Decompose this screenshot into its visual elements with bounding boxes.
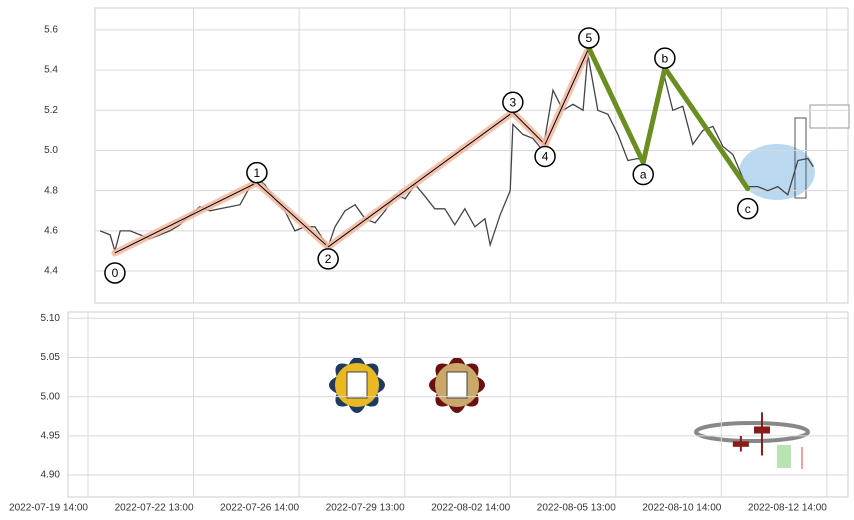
y-tick-label: 4.4 <box>44 266 58 277</box>
flower-icon <box>429 357 485 413</box>
wave-line <box>640 65 668 166</box>
x-tick-label: 2022-07-19 14:00 <box>9 503 88 514</box>
candle-body <box>753 426 770 434</box>
wave-line <box>512 111 546 145</box>
y-tick-label: 5.4 <box>44 65 58 76</box>
wave-line <box>114 182 258 254</box>
indicator-box <box>794 117 807 199</box>
y-tick-label: 5.6 <box>44 25 58 36</box>
top-panel <box>94 7 849 304</box>
decor-bar <box>777 445 791 468</box>
zone-ring <box>694 421 810 443</box>
wave-label: 0 <box>112 266 119 280</box>
wave-label: b <box>662 51 669 65</box>
wave-marker <box>104 262 126 284</box>
y-tick-label: 5.10 <box>41 313 61 324</box>
wave-line <box>327 111 514 248</box>
wave-label: 2 <box>325 252 332 266</box>
x-tick-label: 2022-08-05 13:00 <box>537 503 616 514</box>
y-tick-label: 4.8 <box>44 185 58 196</box>
wave-marker <box>246 161 268 184</box>
wave-label: 1 <box>254 166 261 180</box>
wave-label: 3 <box>510 95 517 109</box>
bottom-panel <box>67 311 849 498</box>
x-tick-label: 2022-08-10 14:00 <box>642 503 721 514</box>
wave-marker <box>317 248 339 270</box>
wave-marker <box>578 27 600 49</box>
wave-line <box>662 65 751 192</box>
y-tick-label: 5.2 <box>44 105 58 116</box>
wave-marker <box>654 47 676 69</box>
wave-marker <box>534 145 556 168</box>
icon-box <box>809 104 850 129</box>
candle-body <box>732 441 749 447</box>
wave-line <box>256 182 329 248</box>
wave-line <box>586 45 646 166</box>
y-tick-label: 5.00 <box>41 391 61 402</box>
wave-marker <box>502 91 524 114</box>
x-tick-label: 2022-08-12 14:00 <box>748 503 827 514</box>
wave-marker <box>632 163 654 186</box>
wave-label: 4 <box>542 150 549 164</box>
decor-bar <box>801 447 803 469</box>
flower-icon <box>329 357 385 413</box>
x-tick-label: 2022-08-02 14:00 <box>431 503 510 514</box>
y-tick-label: 5.0 <box>44 145 58 156</box>
wave-line <box>544 47 590 145</box>
wave-marker <box>736 197 759 220</box>
highlight-zone <box>739 144 815 200</box>
wave-label: c <box>745 202 751 216</box>
wave-label: 5 <box>586 31 593 45</box>
wave-label: a <box>640 168 647 182</box>
y-tick-label: 4.95 <box>41 430 61 441</box>
price-line <box>99 53 814 254</box>
y-tick-label: 5.05 <box>41 352 61 363</box>
y-tick-label: 4.6 <box>44 225 58 236</box>
y-tick-label: 4.90 <box>41 470 61 481</box>
x-tick-label: 2022-07-22 13:00 <box>115 503 194 514</box>
x-tick-label: 2022-07-26 14:00 <box>220 503 299 514</box>
x-tick-label: 2022-07-29 13:00 <box>326 503 405 514</box>
